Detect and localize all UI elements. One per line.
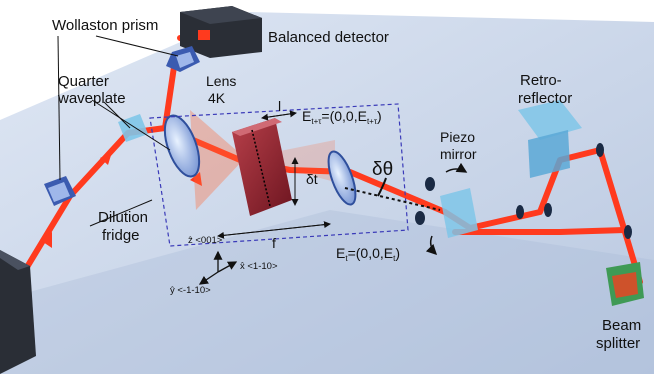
delta-theta-angle: [344, 177, 441, 211]
label-quarter: Quarter: [58, 73, 109, 90]
table-shadow-band: [0, 210, 654, 374]
label-sample-length: l: [278, 98, 282, 114]
field-tt-end: ): [377, 108, 382, 124]
balanced-detector: [180, 6, 262, 58]
optical-table: [0, 12, 654, 374]
axes-glyph: [198, 250, 238, 285]
beam-splitter: [606, 262, 644, 306]
field-tt-sub-2: t+τ: [366, 117, 377, 126]
label-beam: Beam: [602, 317, 642, 334]
label-delta-theta: δθ: [372, 159, 394, 180]
dimension-lines: [217, 110, 331, 239]
focus-cone: [190, 110, 245, 210]
wollaston-prism: [166, 46, 200, 72]
label-axis-y: ŷ <-1-10>: [170, 285, 211, 296]
retro-reflector: [518, 100, 582, 178]
field-t-prefix: E: [336, 245, 346, 261]
label-field-t-plus-tau: Et+τ=(0,0,Et+τ): [302, 109, 382, 126]
label-mirror: mirror: [440, 146, 477, 162]
quarter-waveplate-prism: [44, 176, 76, 206]
beam-arrows: [40, 152, 202, 248]
label-dilution: Dilution: [98, 209, 149, 226]
label-balanced-detector: Balanced detector: [268, 29, 389, 46]
label-focal-length: f: [272, 235, 276, 251]
label-splitter: splitter: [596, 335, 641, 352]
path-mirrors: [516, 143, 632, 239]
piezo-mirror: [415, 177, 478, 238]
dilution-fridge-housing: [0, 250, 36, 374]
field-tt-sub: t+τ: [311, 117, 322, 126]
sample-crystal: [232, 118, 292, 216]
lens: [163, 114, 357, 206]
label-waveplate: waveplate: [58, 90, 126, 107]
label-axis-x: x̂ <1-10>: [240, 261, 278, 272]
label-retro: Retro-: [520, 72, 562, 89]
label-reflector: reflector: [518, 90, 573, 107]
focus-cone-out: [245, 140, 335, 182]
dilution-fridge-frame: [149, 103, 409, 247]
label-4k: 4K: [208, 90, 226, 106]
field-t-sub: t: [345, 254, 348, 263]
label-axis-z: ẑ <001>: [188, 235, 223, 246]
label-piezo: Piezo: [440, 129, 476, 145]
label-lens: Lens: [206, 73, 237, 89]
field-t-end: ): [395, 245, 401, 261]
field-t-mid: =(0,0,E: [347, 245, 394, 261]
leader-lines: [57, 35, 179, 227]
label-field-t: Et=(0,0,Et): [336, 246, 400, 263]
label-delta-t: δt: [306, 171, 318, 187]
label-wollaston-prism: Wollaston prism: [52, 17, 159, 34]
label-fridge: fridge: [102, 227, 140, 244]
field-tt-prefix: E: [302, 108, 312, 124]
field-t-sub-2: t: [393, 254, 396, 263]
piezo-rotation-arrows: [425, 162, 468, 256]
field-tt-mid: =(0,0,E: [321, 108, 367, 124]
